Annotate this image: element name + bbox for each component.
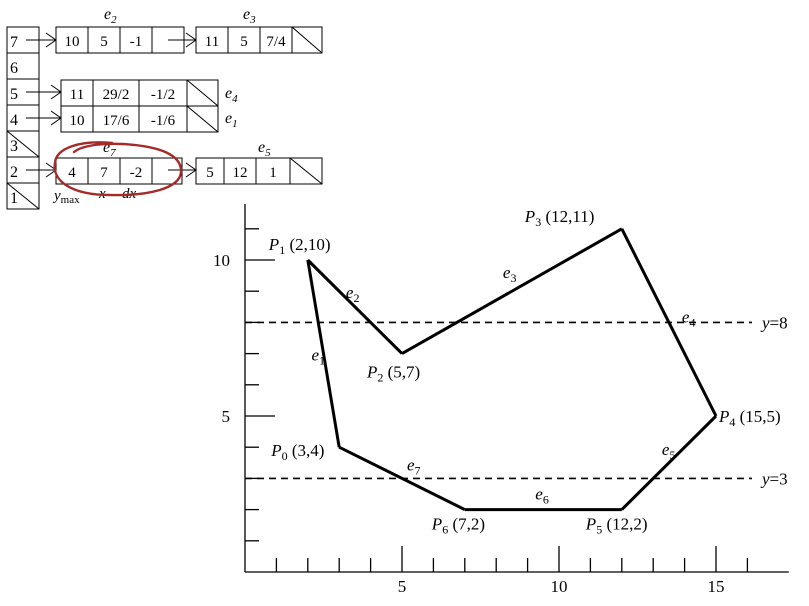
null-slash-icon <box>6 182 40 210</box>
null-slash-icon <box>186 105 219 133</box>
node-x: 17/6 <box>103 113 130 129</box>
edge-node-e2: 10 5 -1 e2 <box>55 6 185 54</box>
edge-e7 <box>338 445 466 511</box>
polygon-plot: y=8 y=3 5 10 15 5 10 P0 (3,4) P1 (2,10) P2 (5,7… <box>213 203 789 596</box>
x-tick-label: 10 <box>551 577 568 596</box>
bucket-5-list: 11 29/2 -1/2 e4 <box>26 79 238 107</box>
edge-label-e1: e1 <box>312 346 326 368</box>
node-edge-label: e5 <box>258 139 271 159</box>
node-ymax: 10 <box>70 113 85 129</box>
edge-e1 <box>306 259 341 448</box>
node-ymax: 11 <box>70 87 84 103</box>
node-ymax: 4 <box>68 165 76 181</box>
edge-label-e7: e7 <box>407 455 421 477</box>
bucket-label: 2 <box>10 164 18 181</box>
scanline-label: y=3 <box>760 469 788 488</box>
node-x: 29/2 <box>103 87 130 103</box>
tick-labels: 5 10 15 5 10 <box>213 251 725 596</box>
edge-label-e4: e4 <box>682 307 696 329</box>
edge-node-e5: 5 12 1 e5 <box>195 139 323 185</box>
edge-e2 <box>306 258 404 355</box>
edge-node-e7: 4 7 -2 e7 <box>55 139 183 185</box>
edge-table: 7 6 5 4 3 2 1 10 5 -1 e2 <box>6 6 323 210</box>
node-dx: -1 <box>130 34 143 50</box>
bucket-label: 3 <box>10 138 18 155</box>
scanline-label: y=8 <box>760 313 788 332</box>
axis-ticks <box>245 228 749 572</box>
edge-label-e6: e6 <box>535 485 549 507</box>
bucket-label: 1 <box>10 190 18 207</box>
node-x: 12 <box>233 165 248 181</box>
vertex-label-P5: P5 (12,2) <box>585 515 648 537</box>
y-tick-label: 5 <box>222 407 231 426</box>
node-edge-label: e2 <box>104 6 117 26</box>
vertex-labels: P0 (3,4) P1 (2,10) P2 (5,7) P3 (12,11) P4 (1… <box>268 207 781 537</box>
node-ymax: 10 <box>65 34 80 50</box>
node-edge-label: e4 <box>225 85 238 105</box>
edge-label-e2: e2 <box>346 283 360 305</box>
edge-label-e3: e3 <box>503 263 517 285</box>
edge-labels: e1 e2 e3 e4 e5 e6 e7 <box>312 263 696 506</box>
scanlines: y=8 y=3 <box>245 313 788 488</box>
null-slash-icon <box>6 130 40 158</box>
node-edge-label: e7 <box>103 139 116 159</box>
edge-e3 <box>401 227 623 355</box>
polygon-edges <box>306 227 718 512</box>
node-dx: -2 <box>130 165 143 181</box>
vertex-label-P6: P6 (7,2) <box>431 515 485 537</box>
x-tick-label: 5 <box>398 577 407 596</box>
vertex-label-P2: P2 (5,7) <box>366 363 420 385</box>
edge-node-e4: 11 29/2 -1/2 e4 <box>60 79 238 107</box>
bucket-4-list: 10 17/6 -1/6 e1 <box>26 105 238 133</box>
bucket-label: 6 <box>10 60 18 77</box>
node-dx: -1/6 <box>151 113 176 129</box>
vertex-label-P1: P1 (2,10) <box>268 235 331 257</box>
x-tick-label: 15 <box>708 577 725 596</box>
node-x: 5 <box>100 34 108 50</box>
edge-e5 <box>620 414 718 511</box>
highlight-circle <box>53 141 183 197</box>
node-ymax: 5 <box>206 165 214 181</box>
node-dx: 7/4 <box>266 34 286 50</box>
bucket-7-list: 10 5 -1 e2 11 5 7/4 e3 <box>26 6 323 54</box>
node-x: 5 <box>240 34 248 50</box>
node-dx: -1/2 <box>151 87 175 103</box>
edge-node-e3: 11 5 7/4 e3 <box>195 6 323 54</box>
bucket-label: 5 <box>10 86 18 103</box>
node-edge-label: e1 <box>225 110 238 130</box>
node-dx: 1 <box>269 165 277 181</box>
edge-node-e1: 10 17/6 -1/6 e1 <box>60 105 238 133</box>
bucket-label: 7 <box>10 34 18 51</box>
vertex-label-P3: P3 (12,11) <box>524 207 595 229</box>
vertex-label-P4: P4 (15,5) <box>718 407 781 429</box>
y-tick-label: 10 <box>213 251 230 270</box>
edge-e4 <box>620 228 718 417</box>
null-slash-icon <box>291 26 323 54</box>
null-slash-icon <box>289 157 323 185</box>
vertex-label-P0: P0 (3,4) <box>270 441 324 463</box>
edge-label-e5: e5 <box>662 440 676 462</box>
node-x: 7 <box>100 165 108 181</box>
null-slash-icon <box>186 79 219 107</box>
bucket-label: 4 <box>10 112 18 129</box>
node-edge-label: e3 <box>243 6 256 26</box>
node-ymax: 11 <box>205 34 219 50</box>
field-label-ymax: ymax <box>52 188 80 206</box>
